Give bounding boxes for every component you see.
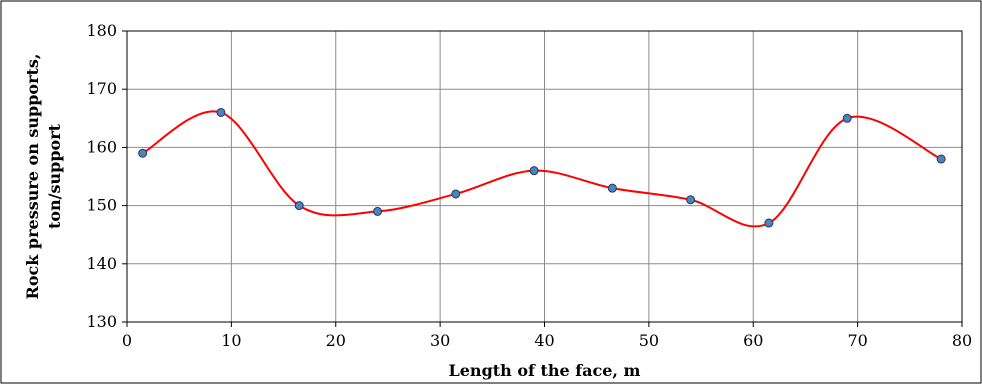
y-tick-label: 130 — [86, 312, 117, 331]
data-point — [842, 113, 852, 123]
series-markers — [138, 107, 946, 228]
x-axis-title: Length of the face, m — [449, 361, 641, 380]
y-axis-title-line-2: ton/support — [45, 123, 64, 229]
y-tick-label: 180 — [86, 21, 117, 40]
x-tick-label: 30 — [430, 331, 450, 350]
x-tick-label: 10 — [221, 331, 241, 350]
y-axis-title: Rock pressure on supports, ton/support — [23, 54, 64, 300]
y-tick-label: 150 — [86, 196, 117, 215]
x-tick-label: 60 — [743, 331, 763, 350]
data-point — [529, 166, 539, 176]
y-tick-label: 140 — [86, 254, 117, 273]
x-tick-label: 20 — [326, 331, 346, 350]
data-point — [216, 107, 226, 117]
data-point — [686, 195, 696, 205]
x-tick-label: 50 — [639, 331, 659, 350]
y-axis-title-line-1: Rock pressure on supports, — [23, 54, 42, 300]
x-tick-label: 70 — [847, 331, 867, 350]
data-point — [936, 154, 946, 164]
x-tick-label: 40 — [534, 331, 554, 350]
y-tick-label: 160 — [86, 137, 117, 156]
data-point — [764, 218, 774, 228]
x-tick-label: 0 — [122, 331, 132, 350]
data-point — [373, 206, 382, 216]
data-point — [138, 148, 148, 158]
y-tick-label: 170 — [86, 79, 117, 98]
x-tick-label: 80 — [952, 331, 972, 350]
data-point — [607, 183, 617, 193]
y-axis-ticks: 130 140 150 160 170 180 — [86, 21, 127, 331]
data-point — [451, 189, 461, 199]
x-axis-ticks: 0 10 20 30 40 50 60 70 80 — [122, 322, 972, 350]
data-point — [294, 201, 304, 211]
